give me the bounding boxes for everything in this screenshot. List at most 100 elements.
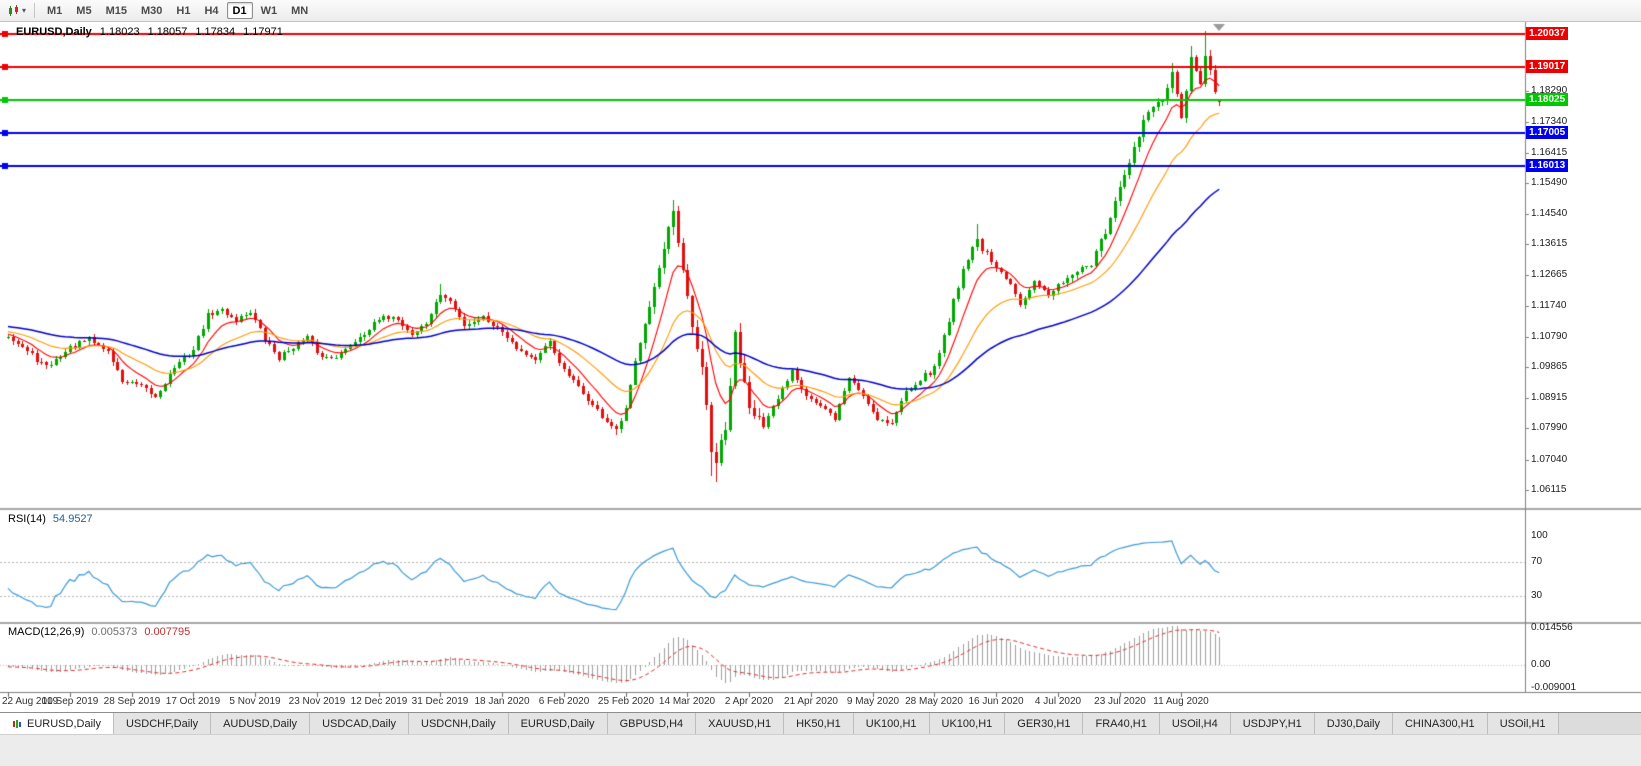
- rsi-pane[interactable]: [0, 510, 1525, 622]
- timeframe-button-mn[interactable]: MN: [291, 4, 309, 17]
- timeframe-button-w1[interactable]: W1: [260, 4, 278, 17]
- toolbar-separator: [34, 3, 36, 18]
- rsi-axis-tick: 100: [1531, 530, 1548, 541]
- chart-tab-label: CHINA300,H1: [1404, 717, 1475, 730]
- price-axis-tick: 1.09865: [1531, 361, 1568, 372]
- chart-tab-usdcad-daily[interactable]: USDCAD,Daily: [310, 713, 410, 734]
- time-axis-label: 25 Feb 2020: [597, 696, 655, 707]
- time-axis-label: 11 Aug 2020: [1153, 696, 1209, 707]
- price-axis-tick: 1.13615: [1531, 238, 1568, 249]
- chart-tab-dj30-daily[interactable]: DJ30,Daily: [1314, 713, 1393, 734]
- time-axis-label: 16 Jun 2020: [968, 696, 1024, 707]
- rsi-indicator-label: RSI(14) 54.9527: [8, 513, 93, 525]
- time-axis-label: 14 Mar 2020: [658, 696, 716, 707]
- time-axis[interactable]: 22 Aug 2019 10 Sep 2019 28 Sep 2019 17 Oct …: [0, 693, 1641, 712]
- chart-tab-usdchf-daily[interactable]: USDCHF,Daily: [113, 713, 212, 734]
- macd-axis-tick: 0.014556: [1531, 622, 1573, 633]
- price-axis-tick: 1.17340: [1531, 116, 1568, 127]
- main-chart-pane[interactable]: [0, 22, 1525, 508]
- time-axis-label: 31 Dec 2019: [411, 696, 469, 707]
- chart-tabs-bar: EURUSD,Daily USDCHF,Daily AUDUSD,Daily USDC…: [0, 712, 1641, 734]
- macd-main-value: 0.005373: [91, 626, 138, 638]
- timeframe-button-m15[interactable]: M15: [105, 4, 127, 17]
- chart-tab-label: EURUSD,Daily: [27, 717, 101, 730]
- timeframe-button-h4[interactable]: H4: [204, 4, 219, 17]
- hline-price-badge[interactable]: 1.18025: [1526, 93, 1569, 106]
- ohlc-low-value: 1.17834: [195, 26, 236, 38]
- price-axis-tick: 1.08915: [1531, 392, 1568, 403]
- chart-tab-usoil-h1[interactable]: USOil,H1: [1487, 713, 1559, 734]
- macd-axis-tick: -0.009001: [1531, 682, 1577, 693]
- time-axis-label: 17 Oct 2019: [165, 696, 221, 707]
- price-axis-tick: 1.18290: [1531, 85, 1568, 96]
- rsi-name: RSI(14): [8, 513, 46, 525]
- price-axis-tick: 1.10790: [1531, 331, 1568, 342]
- hline-price-badge[interactable]: 1.17005: [1526, 126, 1569, 139]
- chart-tab-label: USOil,H1: [1499, 717, 1546, 730]
- chart-tab-eurusd-daily[interactable]: EURUSD,Daily: [0, 713, 114, 734]
- chart-tab-label: USDCNH,Daily: [421, 717, 496, 730]
- ohlc-open-value: 1.18023: [99, 26, 140, 38]
- chart-symbol-label: EURUSD,Daily: [16, 26, 92, 38]
- timeframe-button-h1[interactable]: H1: [176, 4, 191, 17]
- timeframe-toolbar: ▾ M1 M5 M15 M30 H1 H4 D1 W1 MN: [0, 0, 1641, 22]
- timeframe-button-m30[interactable]: M30: [140, 4, 163, 17]
- chart-tab-label: GBPUSD,H4: [619, 717, 684, 730]
- chart-tab-uk100-h1[interactable]: UK100,H1: [853, 713, 930, 734]
- chart-tab-ger30-h1[interactable]: GER30,H1: [1005, 713, 1084, 734]
- chart-tab-label: HK50,H1: [796, 717, 841, 730]
- chart-tab-uk100-h1[interactable]: UK100,H1: [929, 713, 1006, 734]
- chart-window: EURUSD,Daily 1.18023 1.18057 1.17834 1.1…: [0, 22, 1641, 712]
- chart-canvas[interactable]: [0, 22, 1641, 712]
- chart-type-button[interactable]: ▾: [4, 2, 29, 20]
- time-axis-label: 28 May 2020: [905, 696, 963, 707]
- macd-pane[interactable]: [0, 624, 1525, 692]
- timeframe-button-d1[interactable]: D1: [226, 2, 253, 19]
- chart-tab-gbpusd-h4[interactable]: GBPUSD,H4: [607, 713, 697, 734]
- hline-price-badge[interactable]: 1.20037: [1526, 27, 1569, 40]
- time-axis-label: 22 Aug 2019: [2, 696, 59, 707]
- chart-tab-label: USDCHF,Daily: [125, 717, 199, 730]
- price-axis-tick: 1.11740: [1531, 300, 1567, 311]
- candlestick-chart-icon: [9, 4, 18, 16]
- chart-tab-usdcnh-daily[interactable]: USDCNH,Daily: [409, 713, 509, 734]
- chart-tab-label: DJ30,Daily: [1326, 717, 1380, 730]
- hline-price-badge[interactable]: 1.19017: [1526, 60, 1569, 73]
- time-axis-label: 4 Jul 2020: [1034, 696, 1082, 707]
- chart-tab-label: UK100,H1: [941, 717, 993, 730]
- chart-tab-audusd-daily[interactable]: AUDUSD,Daily: [211, 713, 311, 734]
- macd-signal-value: 0.007795: [144, 626, 191, 638]
- status-bar: [0, 734, 1641, 766]
- time-axis-label: 21 Apr 2020: [784, 696, 838, 707]
- time-axis-label: 5 Nov 2019: [229, 696, 281, 707]
- macd-name: MACD(12,26,9): [8, 626, 85, 638]
- time-axis-label: 12 Dec 2019: [350, 696, 408, 707]
- rsi-axis-tick: 30: [1531, 590, 1543, 601]
- chart-tab-usoil-h4[interactable]: USOil,H4: [1159, 713, 1231, 734]
- chart-tab-label: USDCAD,Daily: [322, 717, 397, 730]
- time-axis-label: 23 Jul 2020: [1094, 696, 1146, 707]
- dropdown-caret-icon: ▾: [22, 6, 27, 15]
- price-axis-tick: 1.16415: [1531, 147, 1568, 158]
- time-axis-label: 18 Jan 2020: [474, 696, 530, 707]
- chart-tab-china300-h1[interactable]: CHINA300,H1: [1392, 713, 1488, 734]
- time-axis-label: 23 Nov 2019: [288, 696, 346, 707]
- rsi-current-value: 54.9527: [52, 513, 93, 525]
- chart-tab-usdjpy-h1[interactable]: USDJPY,H1: [1230, 713, 1315, 734]
- hline-price-badge[interactable]: 1.16013: [1526, 159, 1569, 172]
- chart-tab-label: EURUSD,Daily: [520, 717, 595, 730]
- rsi-axis-tick: 70: [1531, 556, 1543, 567]
- chart-tab-hk50-h1[interactable]: HK50,H1: [784, 713, 854, 734]
- chart-tab-label: UK100,H1: [865, 717, 917, 730]
- time-axis-label: 9 May 2020: [846, 696, 900, 707]
- chart-tab-fra40-h1[interactable]: FRA40,H1: [1083, 713, 1160, 734]
- price-axis-tick: 1.12665: [1531, 269, 1568, 280]
- timeframe-buttons: M1 M5 M15 M30 H1 H4 D1 W1 MN: [40, 2, 315, 19]
- time-axis-label: 6 Feb 2020: [538, 696, 590, 707]
- timeframe-button-m5[interactable]: M5: [76, 4, 92, 17]
- price-axis[interactable]: 1.18290 1.17340 1.16415 1.15490 1.14540 1.136…: [1525, 22, 1641, 693]
- timeframe-button-m1[interactable]: M1: [47, 4, 63, 17]
- chart-tab-xauusd-h1[interactable]: XAUUSD,H1: [696, 713, 785, 734]
- chart-tab-label: AUDUSD,Daily: [223, 717, 298, 730]
- chart-tab-eurusd-daily[interactable]: EURUSD,Daily: [508, 713, 608, 734]
